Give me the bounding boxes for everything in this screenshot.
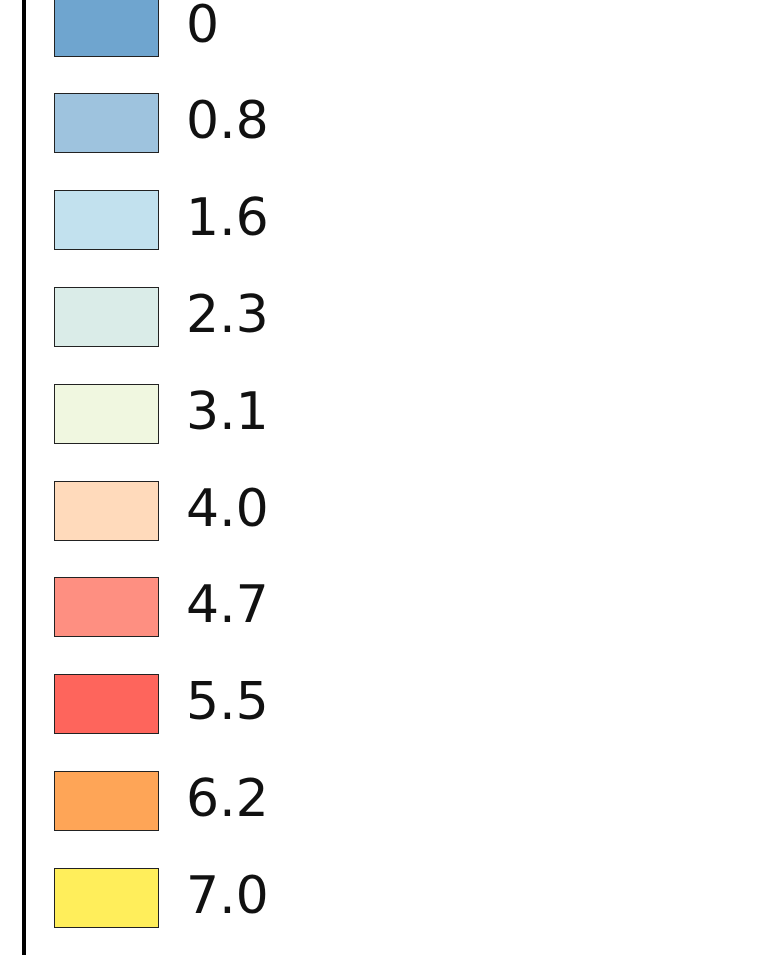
panel-left-border: [22, 0, 26, 955]
legend-swatch: [54, 868, 159, 928]
legend-label: 0: [186, 0, 220, 55]
legend-item: 2.3: [54, 285, 474, 347]
legend-swatch: [54, 190, 159, 250]
legend-item: 0.8: [54, 91, 474, 153]
legend-item: 4.7: [54, 575, 474, 637]
legend-label: 3.1: [186, 382, 269, 442]
legend-swatch: [54, 287, 159, 347]
legend-item: 4.0: [54, 479, 474, 541]
legend-swatch: [54, 0, 159, 57]
legend-swatch: [54, 674, 159, 734]
legend-swatch: [54, 771, 159, 831]
legend-label: 1.6: [186, 188, 269, 248]
legend-label: 4.7: [186, 575, 269, 635]
color-legend: 0 0.8 1.6 2.3 3.1 4.0 4.7 5.5: [54, 0, 474, 955]
legend-item: 1.6: [54, 188, 474, 250]
legend-item: 0: [54, 0, 474, 57]
legend-item: 3.1: [54, 382, 474, 444]
legend-label: 7.0: [186, 866, 269, 926]
legend-label: 2.3: [186, 285, 269, 345]
legend-swatch: [54, 384, 159, 444]
legend-swatch: [54, 577, 159, 637]
legend-swatch: [54, 481, 159, 541]
legend-label: 0.8: [186, 91, 269, 151]
legend-swatch: [54, 93, 159, 153]
legend-item: 6.2: [54, 769, 474, 831]
legend-item: 5.5: [54, 672, 474, 734]
legend-label: 5.5: [186, 672, 269, 732]
legend-label: 6.2: [186, 769, 269, 829]
legend-label: 4.0: [186, 479, 269, 539]
legend-item: 7.0: [54, 866, 474, 928]
